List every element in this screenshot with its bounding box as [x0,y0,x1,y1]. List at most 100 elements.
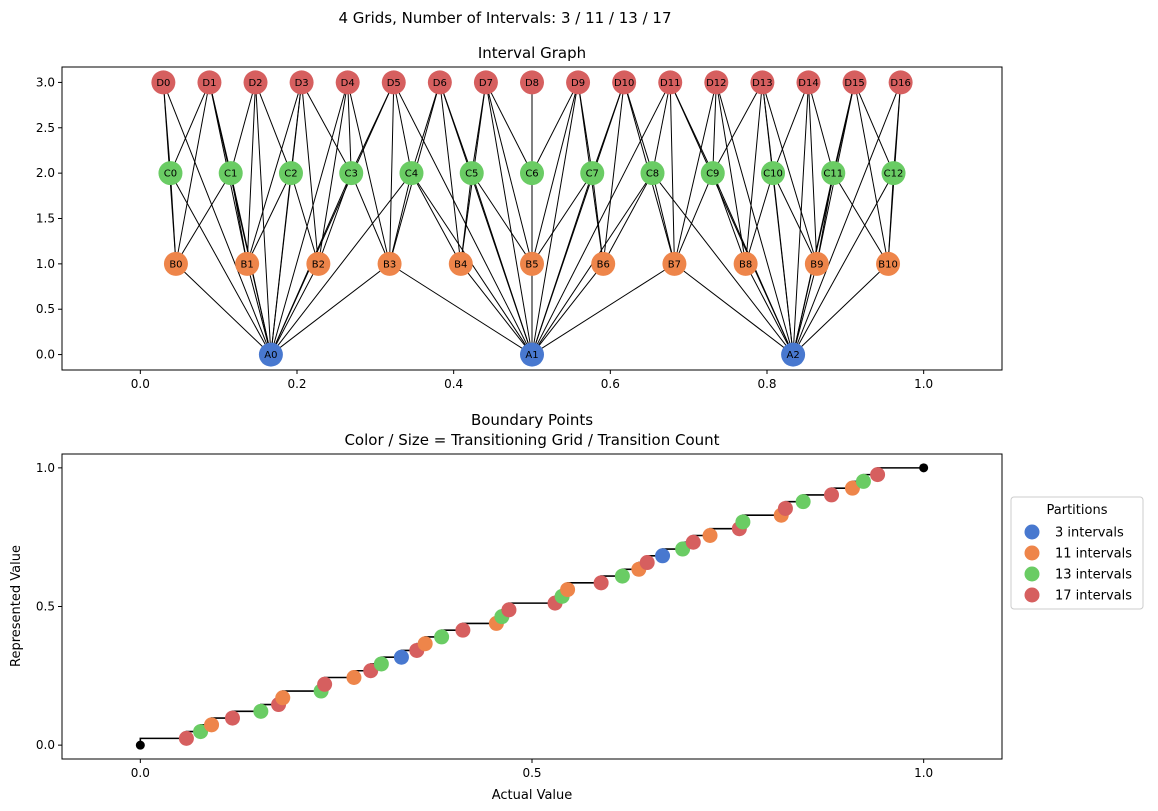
y-axis-label: Represented Value [9,545,24,667]
legend-title: Partitions [1047,503,1108,518]
graph-edge [854,82,889,264]
graph-node-c12 [881,161,906,186]
graph-edge [270,82,349,355]
graph-node-b3 [377,251,402,276]
boundary-point [393,649,409,665]
boundary-point [317,676,333,692]
x-tick-label: 0.4 [444,377,463,391]
graph-node-label: B7 [668,259,681,270]
y-tick-label: 0.0 [36,738,55,752]
legend-marker [1024,545,1040,561]
legend-entry-label: 13 intervals [1055,568,1132,583]
graph-node-d14 [796,70,821,95]
graph-node-b6 [591,251,616,276]
graph-node-b5 [520,251,544,276]
x-tick-label: 0.8 [757,377,776,391]
graph-node-b1 [235,251,260,276]
graph-edge [669,82,675,264]
boundary-point [655,548,671,564]
graph-node-d4 [335,70,360,95]
graph-node-label: B1 [241,259,254,270]
legend-entry-label: 11 intervals [1055,547,1132,562]
graph-edge [792,82,856,355]
graph-edge [772,172,818,265]
legend-entry-label: 3 intervals [1055,526,1124,541]
graph-edge [270,82,303,355]
graph-edge [411,172,462,265]
graph-edge [246,263,272,355]
graph-node-label: D0 [156,78,170,89]
graph-node-label: D6 [433,78,447,89]
x-tick-label: 0.5 [522,766,541,780]
graph-edge [439,82,462,264]
boundary-point [735,514,751,530]
boundary-frame [61,453,1003,760]
graph-node-b10 [876,251,901,276]
graph-node-d7 [473,70,498,95]
graph-edge [255,82,292,174]
graph-edge [531,82,671,355]
graph-node-b9 [804,251,829,276]
graph-node-c9 [700,161,725,186]
legend-marker [1024,566,1040,582]
graph-node-label: C0 [164,169,177,180]
boundary-point [824,487,840,503]
boundary-step-line [139,467,924,746]
graph-edge [602,172,653,265]
graph-edge [350,172,391,265]
graph-node-label: C12 [884,169,904,180]
graph-node-label: B3 [383,259,396,270]
boundary-point [204,717,220,733]
graph-node-a2 [781,342,806,367]
graph-node-label: D4 [341,78,355,89]
interval-graph-nodes: A0 A1 A2 B0 B1 B2 B3 B4 B5 B6 B7 B8 B9 B10 C0 C1 C2 C3 C4 C… [151,70,913,367]
graph-edge [807,82,818,264]
graph-edge [602,82,625,264]
graph-edge [745,82,763,264]
graph-edge [230,82,257,174]
boundary-point [795,494,811,510]
graph-edge [485,82,533,264]
boundary-title-line-1: Boundary Points [471,411,593,429]
graph-edge [531,263,675,355]
y-tick-label: 2.0 [36,166,55,180]
graph-node-label: A2 [787,350,800,361]
graph-node-label: D1 [202,78,216,89]
graph-edge [712,82,763,174]
graph-edge [471,172,533,265]
graph-edge [317,82,349,264]
interval-graph-ticks: 0.0 0.2 0.4 0.6 0.8 1.0 0.0 0.5 1.0 1.5 2.0 2.5 3.0 [36,75,933,391]
graph-edge [531,82,625,355]
graph-node-c2 [278,161,303,186]
graph-edge [712,82,717,174]
graph-node-c1 [218,161,243,186]
graph-edge [347,82,391,264]
graph-node-label: B10 [878,259,898,270]
graph-edge [439,82,533,355]
graph-node-d8 [520,70,544,95]
graph-edge [673,172,714,265]
graph-node-d16 [888,70,913,95]
boundary-point [639,555,655,571]
graph-edge [485,82,533,174]
graph-edge [175,172,232,265]
legend-marker [1024,524,1040,540]
boundary-point [275,690,291,706]
boundary-point [855,473,871,489]
graph-edge [393,82,533,355]
graph-edge [270,82,395,355]
boundary-point [560,582,576,598]
graph-node-c6 [520,161,544,186]
legend-entry-label: 17 intervals [1055,589,1132,604]
graph-node-b4 [448,251,473,276]
boundary-point [593,575,609,591]
graph-edge [347,82,352,174]
graph-node-label: C7 [586,169,599,180]
graph-edge [772,82,809,174]
x-tick-label: 1.0 [914,377,933,391]
graph-edge [170,82,210,174]
graph-node-label: D7 [479,78,493,89]
boundary-point [501,602,517,618]
graph-edge [792,82,809,355]
